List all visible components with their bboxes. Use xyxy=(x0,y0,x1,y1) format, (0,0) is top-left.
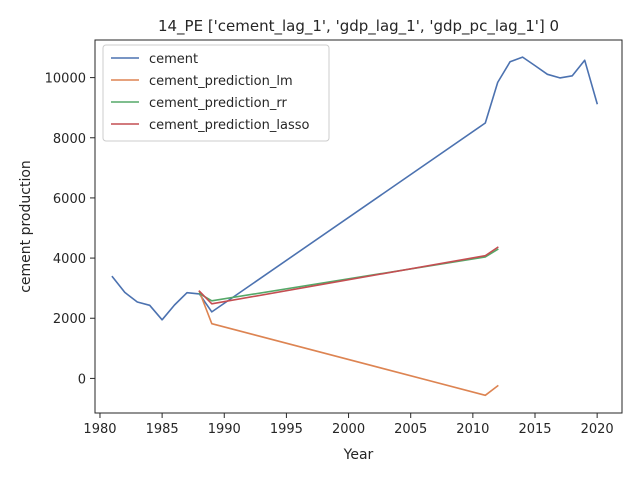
x-tick-label: 2015 xyxy=(518,422,551,437)
y-tick-label: 6000 xyxy=(53,192,86,207)
series-line-cement-prediction-lasso xyxy=(198,246,499,305)
series-line-cement-prediction-rr xyxy=(198,248,499,302)
legend-box xyxy=(102,44,330,142)
series-lines xyxy=(111,56,599,397)
x-tick-label: 2000 xyxy=(332,422,365,437)
plot-frame xyxy=(94,39,623,414)
series-line-cement xyxy=(111,56,599,321)
y-tick-label: 2000 xyxy=(53,312,86,327)
y-tick-label: 8000 xyxy=(53,132,86,147)
legend-entry-label: cement_prediction_rr xyxy=(149,96,287,111)
chart-title: 14_PE ['cement_lag_1', 'gdp_lag_1', 'gdp… xyxy=(158,17,559,36)
x-tick-label: 1980 xyxy=(83,422,116,437)
x-axis-label: Year xyxy=(343,447,374,463)
y-tick-label: 0 xyxy=(78,372,86,387)
axes: 1980 1985 1990 1995 2000 2005 2010 2015 2020 0 200… xyxy=(45,39,623,437)
x-tick-label: 1990 xyxy=(208,422,241,437)
x-tick-label: 2005 xyxy=(394,422,427,437)
legend-entry-label: cement_prediction_lasso xyxy=(149,118,309,133)
x-tick-label: 1985 xyxy=(146,422,179,437)
y-axis-label: cement production xyxy=(18,160,34,293)
legend: cement cement_prediction_lm cement_predict… xyxy=(102,44,330,142)
x-tick-label: 1995 xyxy=(270,422,303,437)
x-tick-label: 2020 xyxy=(581,422,614,437)
y-tick-label: 4000 xyxy=(53,252,86,267)
legend-entry-label: cement_prediction_lm xyxy=(149,74,293,89)
x-tick-label: 2010 xyxy=(456,422,489,437)
legend-entry-label: cement xyxy=(149,52,198,67)
series-line-cement-prediction-lm xyxy=(198,290,499,397)
y-tick-label: 10000 xyxy=(45,72,86,87)
